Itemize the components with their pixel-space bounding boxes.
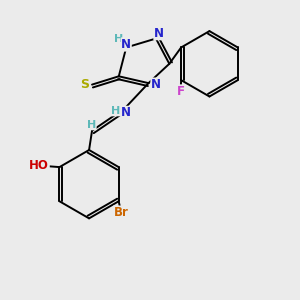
Text: N: N	[121, 106, 131, 119]
Text: H: H	[114, 34, 123, 44]
Text: H: H	[111, 106, 120, 116]
Text: S: S	[80, 77, 89, 91]
Text: Br: Br	[114, 206, 128, 219]
Text: N: N	[154, 27, 164, 40]
Text: H: H	[87, 120, 96, 130]
Text: HO: HO	[29, 159, 49, 172]
Text: F: F	[176, 85, 184, 98]
Text: N: N	[121, 38, 131, 51]
Text: N: N	[151, 78, 161, 91]
